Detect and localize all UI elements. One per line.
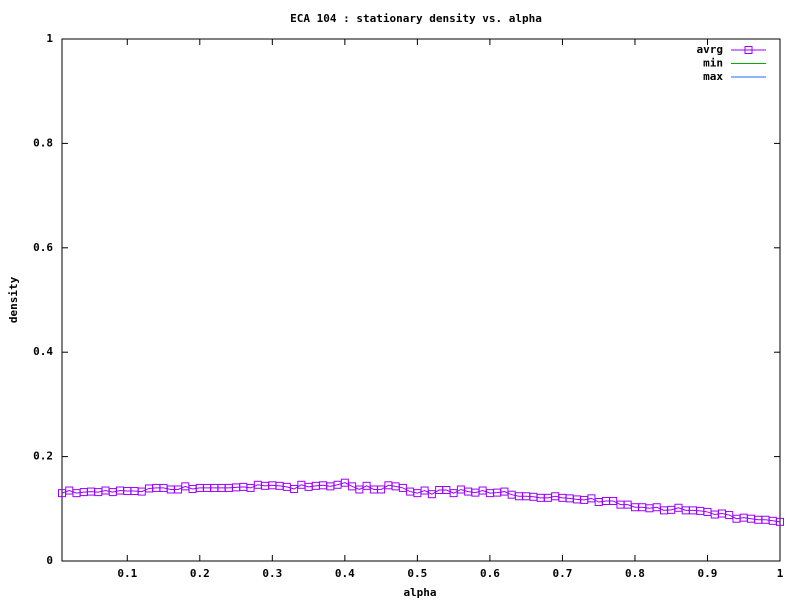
y-tick-label: 0 — [46, 554, 53, 567]
y-tick-label: 0.8 — [33, 136, 53, 149]
y-tick-label: 0.2 — [33, 450, 53, 463]
x-tick-label: 0.5 — [407, 567, 427, 580]
x-tick-label: 0.2 — [190, 567, 210, 580]
x-tick-label: 0.1 — [117, 567, 137, 580]
point-marker — [776, 517, 784, 526]
x-tick-label: 1 — [777, 567, 784, 580]
x-tick-label: 0.3 — [262, 567, 282, 580]
legend-label: min — [703, 57, 723, 70]
point-marker — [290, 484, 299, 493]
plot-frame — [61, 38, 781, 562]
y-tick-label: 0.6 — [33, 241, 53, 254]
point-marker — [427, 490, 436, 499]
chart-title: ECA 104 : stationary density vs. alpha — [290, 12, 542, 25]
y-tick-label: 1 — [46, 32, 53, 45]
x-tick-label: 0.6 — [480, 567, 500, 580]
legend-marker — [744, 46, 753, 54]
x-tick-label: 0.9 — [698, 567, 718, 580]
x-tick-label: 0.4 — [335, 567, 355, 580]
legend-label: max — [703, 70, 723, 83]
x-tick-label: 0.8 — [625, 567, 645, 580]
y-axis-label: density — [7, 276, 20, 323]
x-axis-label: alpha — [403, 586, 436, 599]
y-tick-label: 0.4 — [33, 345, 53, 358]
point-marker — [377, 485, 386, 494]
x-tick-label: 0.7 — [552, 567, 572, 580]
legend-label: avrg — [697, 43, 724, 56]
